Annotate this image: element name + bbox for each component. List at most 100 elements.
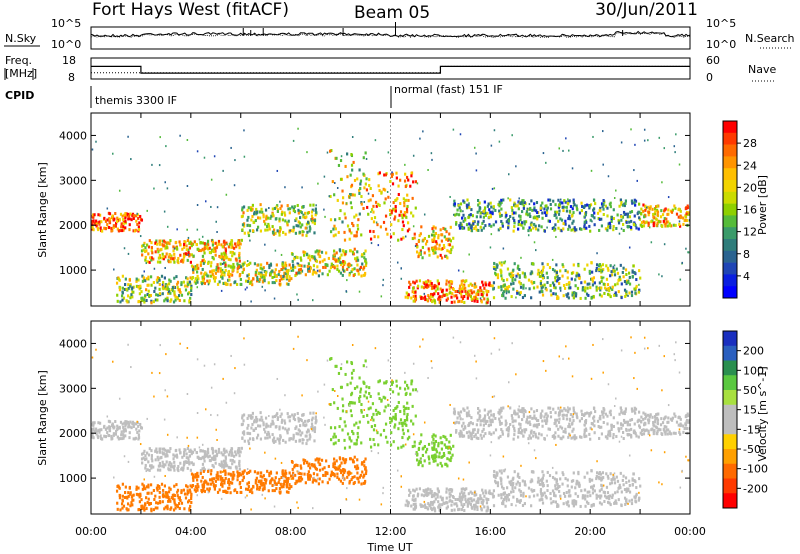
velocity-cell	[236, 478, 239, 482]
power-cell	[192, 270, 195, 274]
power-cell	[258, 279, 261, 283]
power-cell	[477, 203, 480, 207]
power-cell	[127, 283, 130, 287]
power-cell	[590, 296, 593, 300]
power-cell	[501, 224, 504, 228]
power-cell	[418, 251, 421, 255]
power-cell	[134, 214, 138, 218]
power-cell	[640, 212, 643, 216]
power-cell	[420, 285, 423, 289]
velocity-cell	[294, 482, 297, 486]
power-cell	[325, 251, 328, 255]
velocity-cell	[426, 507, 430, 511]
velocity-cell	[358, 376, 361, 380]
power-cell	[585, 203, 589, 207]
power-cell	[663, 217, 666, 221]
velocity-cell	[364, 472, 368, 476]
velocity-cell	[474, 505, 478, 509]
power-cell	[483, 297, 486, 301]
power-cell	[674, 151, 676, 154]
power-cell	[401, 216, 404, 220]
velocity-cell	[431, 446, 434, 450]
velocity-cell	[620, 504, 623, 508]
power-cell	[494, 267, 497, 271]
velocity-cell	[206, 482, 209, 486]
velocity-cell	[443, 453, 446, 457]
power-cell	[404, 172, 407, 176]
power-cell	[150, 301, 153, 305]
power-cell	[600, 279, 603, 283]
power-cell	[662, 219, 665, 223]
power-cell	[486, 297, 489, 301]
power-cell	[450, 295, 453, 299]
power-cell	[151, 251, 154, 255]
power-cell	[494, 271, 497, 275]
velocity-cell	[468, 501, 471, 505]
velocity-cell	[229, 480, 232, 484]
power-cell	[515, 274, 518, 278]
power-cell	[222, 169, 224, 172]
velocity-cell	[99, 434, 102, 438]
velocity-cell	[382, 428, 386, 432]
power-cell	[207, 281, 211, 285]
power-cell	[639, 276, 642, 280]
power-cell	[337, 163, 341, 167]
velocity-cell	[342, 457, 345, 461]
power-cell	[148, 260, 151, 264]
power-cell	[576, 286, 580, 290]
velocity-cell	[565, 490, 568, 494]
velocity-cell	[199, 469, 203, 473]
power-cell	[268, 263, 271, 267]
velocity-cell	[119, 420, 123, 424]
power-cell	[307, 262, 310, 266]
power-cell	[653, 212, 656, 216]
velocity-cell	[545, 479, 548, 483]
velocity-cell	[480, 500, 483, 504]
velocity-cell	[429, 503, 432, 507]
power-cell	[558, 209, 561, 213]
power-cell	[469, 294, 472, 298]
velocity-cell	[529, 480, 532, 484]
power-cell	[551, 267, 555, 271]
velocity-cell	[159, 468, 162, 472]
power-cell	[108, 225, 111, 229]
power-cell	[369, 237, 373, 241]
velocity-cell	[195, 475, 198, 479]
velocity-cell	[182, 466, 185, 470]
velocity-cell	[148, 447, 151, 451]
velocity-cell	[182, 488, 186, 492]
velocity-cell	[616, 479, 620, 483]
power-cell	[269, 263, 273, 267]
velocity-cell	[591, 478, 594, 482]
velocity-cell	[112, 433, 115, 437]
power-cell	[291, 252, 294, 256]
power-cell	[141, 253, 144, 257]
power-cell	[221, 255, 225, 259]
velocity-cell	[241, 416, 244, 420]
power-cell	[147, 245, 151, 249]
power-cell	[195, 278, 199, 282]
power-cell	[405, 207, 409, 211]
velocity-cell	[549, 497, 552, 501]
power-cell	[575, 271, 578, 275]
power-cell	[584, 289, 587, 293]
velocity-cell	[414, 388, 418, 392]
power-cell	[446, 297, 449, 301]
power-cell	[567, 292, 570, 296]
power-cell	[618, 204, 621, 208]
power-cell	[213, 279, 216, 283]
velocity-cell	[454, 498, 457, 502]
velocity-cell	[201, 475, 204, 479]
power-cell	[106, 207, 109, 210]
velocity-cell	[333, 474, 336, 478]
velocity-cell	[408, 488, 411, 492]
power-cell	[364, 249, 367, 253]
velocity-cell	[409, 490, 412, 494]
velocity-cell	[329, 402, 332, 406]
velocity-cell	[274, 476, 277, 480]
power-cell	[372, 204, 375, 208]
velocity-cell	[338, 456, 341, 460]
power-cell	[417, 255, 420, 259]
power-cell	[177, 294, 181, 298]
velocity-cell	[619, 486, 622, 490]
